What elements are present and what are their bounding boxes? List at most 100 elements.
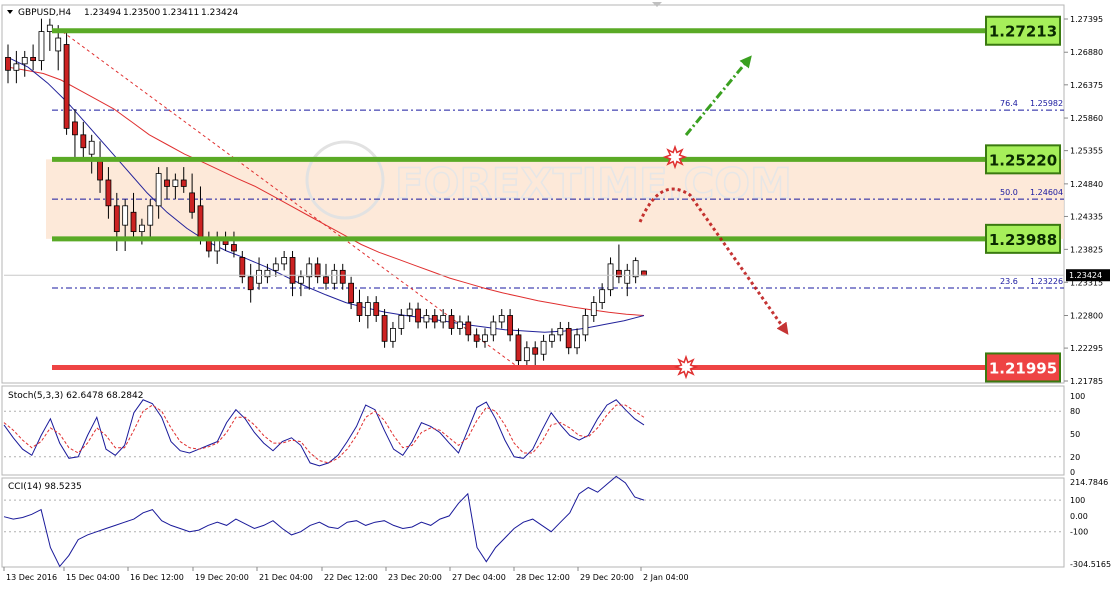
candle-body	[13, 63, 20, 71]
candle-body	[574, 334, 580, 349]
candle-body	[122, 205, 129, 226]
y-tick-label: 1.25860	[1070, 114, 1103, 123]
current-price-box	[1066, 269, 1110, 282]
ma-fast-line	[7, 56, 645, 333]
cci-tick-label: 214.7846	[1070, 478, 1108, 487]
y-tick-label: 1.26375	[1070, 81, 1103, 90]
candle-body	[138, 224, 145, 233]
fib-ratio-label: 50.0	[1000, 188, 1018, 197]
level-badge	[985, 15, 1061, 46]
candle-body	[356, 302, 363, 316]
candle-body	[381, 315, 388, 342]
stoch-tick-label: 50	[1070, 430, 1080, 439]
candle-body	[582, 315, 589, 336]
candle-body	[155, 173, 162, 207]
candle-body	[624, 269, 631, 284]
chart-high: 1.23500	[123, 8, 160, 18]
y-tick-label: 1.24840	[1070, 180, 1103, 189]
candle-body	[532, 347, 539, 355]
cci-tick-label: 0.00	[1070, 512, 1088, 521]
stoch-pane-frame	[1, 385, 1065, 476]
candlestick-series	[5, 18, 647, 368]
fib-price-label: 1.24604	[1030, 188, 1063, 197]
candle-body	[80, 134, 87, 149]
candle-body	[172, 179, 179, 187]
candle-body	[565, 328, 572, 349]
stoch-tick-label: 0	[1070, 468, 1075, 477]
candle-body	[5, 56, 11, 71]
candle-body	[189, 192, 196, 213]
x-tick-label: 15 Dec 04:00	[66, 573, 120, 582]
candle-body	[406, 308, 413, 316]
candle-body	[272, 263, 279, 271]
candle-body	[599, 289, 606, 303]
cci-pane: 214.7846 100 0.00 -100 -304.5165	[3, 475, 1111, 569]
ma-slow-line	[7, 66, 645, 316]
x-tick-label: 22 Dec 12:00	[324, 573, 378, 582]
y-tick-label: 1.23825	[1070, 245, 1103, 254]
candle-body	[482, 334, 488, 342]
candle-body	[549, 334, 555, 342]
candle-body	[21, 56, 28, 65]
cci-tick-label: -100	[1070, 528, 1088, 537]
watermark-logo-icon	[305, 140, 385, 220]
candle-body	[590, 302, 597, 316]
stochastic-pane: 100 80 50 20 0	[3, 392, 1085, 477]
watermark-group: FOREXTIME.COM	[305, 140, 793, 220]
cci-label: CCI(14) 98.5235	[8, 482, 82, 492]
candle-body	[30, 56, 37, 62]
x-tick-label: 27 Dec 04:00	[452, 573, 506, 582]
candle-body	[88, 140, 95, 155]
horizontal-levels: 1.27213 1.25220 1.23988 1.21995	[52, 15, 1061, 383]
candle-body	[97, 160, 103, 181]
x-tick-label: 29 Dec 20:00	[580, 573, 634, 582]
candle-body	[390, 328, 396, 342]
x-tick-label: 16 Dec 12:00	[130, 573, 184, 582]
candle-body	[540, 340, 547, 355]
candle-body	[456, 321, 463, 329]
candle-body	[607, 263, 614, 291]
candle-body	[373, 302, 380, 316]
breakout-burst-icon	[662, 144, 688, 170]
candle-body	[348, 282, 355, 303]
chart-symbol: GBPUSD,H4	[18, 8, 71, 18]
candle-body	[323, 276, 329, 284]
candle-body	[557, 328, 564, 336]
candle-body	[515, 334, 522, 362]
projection-arrows	[638, 55, 789, 380]
candle-body	[231, 244, 237, 252]
trend-line-group	[57, 27, 519, 368]
candle-body	[473, 334, 480, 342]
dropdown-triangle-icon[interactable]	[7, 10, 13, 14]
candle-body	[164, 179, 170, 187]
fib-price-label: 1.23226	[1030, 277, 1063, 286]
candle-body	[256, 269, 262, 284]
candle-body	[130, 211, 137, 233]
cci-pane-frame	[1, 477, 1065, 568]
x-tick-label: 2 Jan 04:00	[643, 573, 689, 582]
level-badge-label: 1.21995	[989, 359, 1057, 377]
scroll-marker-icon[interactable]	[652, 2, 662, 7]
candle-body	[398, 315, 405, 329]
candle-body	[331, 269, 338, 284]
candle-body	[523, 347, 530, 362]
candle-body	[147, 205, 154, 226]
level-badge-label: 1.27213	[989, 23, 1057, 41]
candle-body	[490, 321, 497, 336]
y-tick-label: 1.25355	[1070, 147, 1103, 156]
candle-body	[247, 276, 254, 291]
fib-ratio-label: 23.6	[1000, 277, 1018, 286]
bullish-arrow	[684, 55, 752, 136]
chart-low: 1.23411	[162, 8, 199, 18]
cci-line	[3, 475, 645, 568]
chart-open: 1.23494	[84, 8, 121, 18]
fib-price-label: 1.25982	[1030, 99, 1063, 108]
cci-tick-label: -304.5165	[1070, 560, 1111, 569]
candle-body	[281, 257, 288, 265]
candle-body	[498, 315, 505, 323]
candle-body	[289, 257, 296, 284]
level-badge-label: 1.23988	[989, 231, 1057, 249]
x-tick-label: 19 Dec 20:00	[195, 573, 249, 582]
